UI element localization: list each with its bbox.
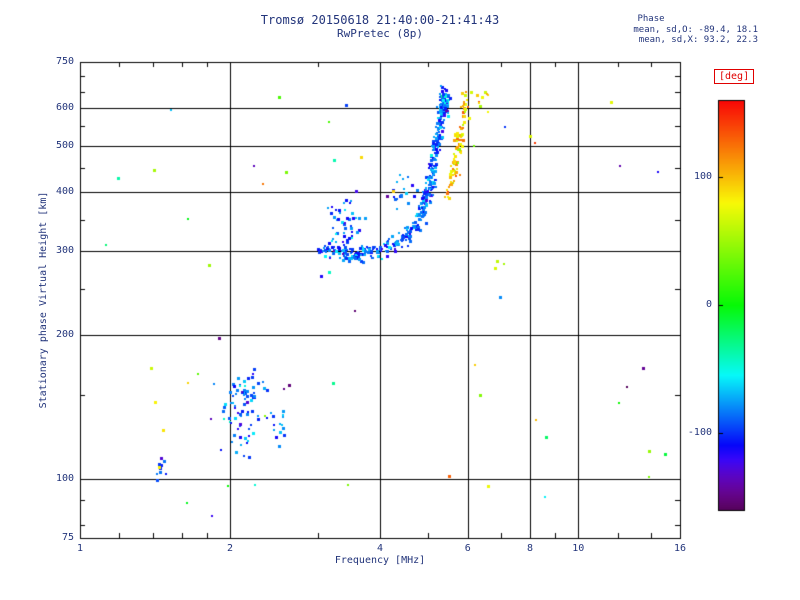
chart-title: Tromsø 20150618 21:40:00-21:41:43 bbox=[260, 13, 500, 27]
phase-stats-heading: Phase bbox=[637, 14, 665, 24]
y-tick-label: 400 bbox=[55, 185, 74, 197]
y-tick-label: 75 bbox=[61, 532, 74, 543]
y-tick-labels: 75 100 200 300 400 500 600 750 bbox=[0, 0, 74, 600]
x-tick-label: 6 bbox=[464, 543, 471, 554]
phase-stats: Phase mean, sd,O: -89.4, 18.1 mean, sd,X… bbox=[578, 14, 758, 46]
x-tick-label: 1 bbox=[76, 543, 84, 554]
y-tick-label: 100 bbox=[55, 472, 74, 484]
y-tick-label: 200 bbox=[55, 329, 74, 341]
colorbar-tick-label: -100 bbox=[687, 427, 712, 439]
x-axis-label: Frequency [MHz] bbox=[334, 555, 426, 566]
colorbar-unit-label: [deg] bbox=[714, 69, 755, 84]
x-tick-label: 8 bbox=[526, 543, 534, 554]
x-tick-labels: 1 2 4 6 8 10 16 bbox=[0, 543, 800, 557]
phase-stats-x-line: mean, sd,X: 93.2, 22.3 bbox=[638, 35, 758, 45]
x-tick-label: 2 bbox=[226, 543, 234, 554]
colorbar-tick-label: 100 bbox=[693, 170, 712, 182]
y-tick-label: 600 bbox=[55, 102, 74, 114]
x-tick-label: 16 bbox=[673, 543, 687, 554]
y-tick-label: 750 bbox=[55, 56, 74, 67]
colorbar-tick-labels: 100 0 -100 bbox=[666, 0, 712, 600]
phase-stats-o-line: mean, sd,O: -89.4, 18.1 bbox=[633, 24, 758, 35]
y-tick-label: 300 bbox=[55, 245, 74, 257]
x-tick-label: 10 bbox=[572, 543, 585, 554]
y-tick-label: 500 bbox=[55, 139, 74, 151]
chart-subtitle: RwPretec (8p) bbox=[336, 27, 424, 40]
colorbar-tick-label: 0 bbox=[705, 299, 712, 310]
x-tick-label: 4 bbox=[376, 543, 384, 554]
